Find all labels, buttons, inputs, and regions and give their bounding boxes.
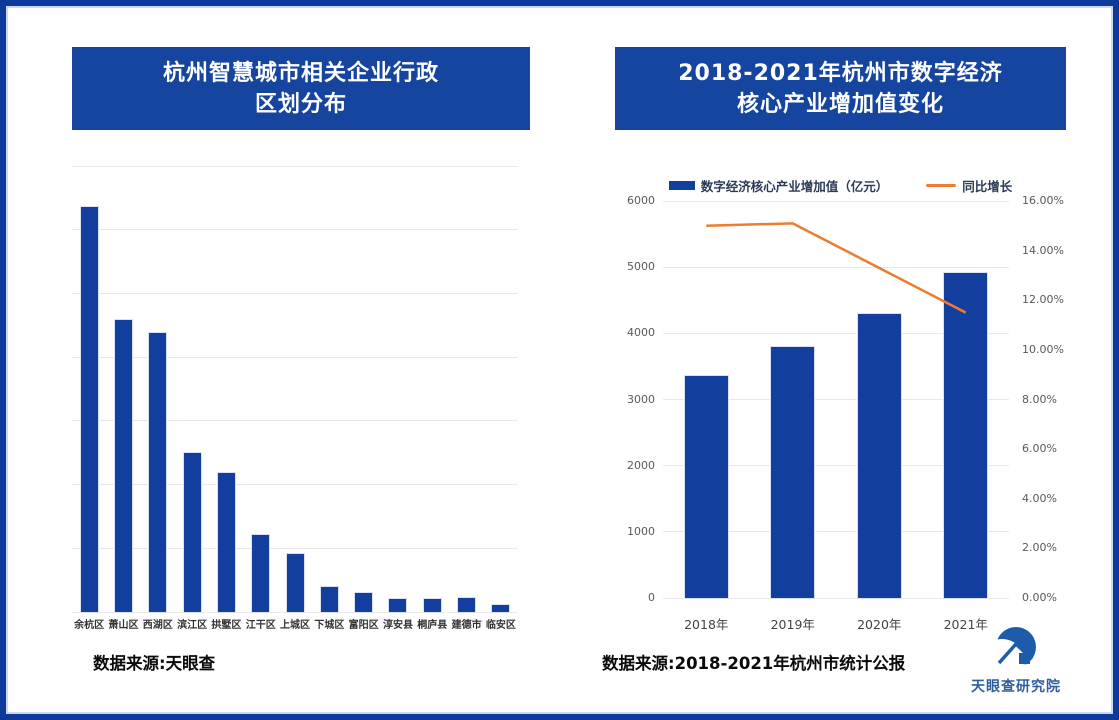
gridline [72, 420, 518, 422]
legend-item-line-series: 同比增长 [926, 176, 1012, 195]
gridline [663, 399, 1009, 400]
growth-line-series [706, 222, 967, 314]
digital-economy-combo-chart-plot [663, 200, 1009, 600]
right-chart-legend: 数字经济核心产业增加值（亿元） 同比增长 [615, 175, 1066, 195]
left-y-tick-label: 6000 [627, 194, 655, 207]
left-chart-title-line2: 区划分布 [254, 91, 347, 117]
right-y-tick-label: 8.00% [1022, 392, 1057, 406]
logo-text: 天眼查研究院 [971, 679, 1061, 695]
left-y-tick-label: 4000 [627, 326, 655, 340]
right-y-tick-label: 2.00% [1022, 541, 1057, 555]
right-chart-title-line1: 2018-2021年杭州市数字经济 [678, 60, 1003, 86]
left-chart-title-line1: 杭州智慧城市相关企业行政 [162, 60, 439, 86]
bar-series-swatch-icon [668, 180, 695, 190]
bar-滨江区 [182, 451, 202, 614]
left-source-text: 数据来源:天眼查 [93, 654, 216, 673]
gridline [72, 547, 518, 549]
poster-content: 杭州智慧城市相关企业行政 区划分布 余杭区 萧山区 西湖区 滨江区 拱墅区 江干区 上城区下… [6, 6, 1113, 714]
x-tick-label: 滨江区 [177, 620, 208, 631]
left-y-tick-label: 2000 [627, 458, 655, 472]
x-tick-label: 下城区 [314, 620, 345, 631]
legend-item-bar-series: 数字经济核心产业增加值（亿元） [668, 176, 889, 195]
x-tick-label: 江干区 [245, 620, 276, 631]
left-y-tick-label: 3000 [627, 392, 655, 406]
bar-西湖区 [148, 331, 168, 614]
x-tick-label: 余杭区 [74, 620, 105, 631]
x-tick-label: 2021年 [943, 617, 988, 632]
right-chart-title-line2: 核心产业增加值变化 [736, 91, 944, 117]
right-y-tick-label: 14.00% [1022, 243, 1064, 257]
bar-下城区 [319, 586, 339, 613]
x-tick-label: 桐庐县 [417, 620, 448, 631]
x-tick-label: 富阳区 [348, 620, 379, 631]
bar-拱墅区 [216, 472, 236, 613]
x-tick-label: 拱墅区 [211, 620, 242, 631]
bar-2020年 [856, 313, 902, 599]
gridline [72, 356, 518, 358]
right-source-text: 数据来源:2018-2021年杭州市统计公报 [602, 654, 906, 673]
bar-江干区 [251, 533, 271, 614]
x-tick-label: 西湖区 [142, 620, 173, 631]
bar-萧山区 [113, 319, 133, 613]
right-y-tick-label: 12.00% [1022, 293, 1064, 307]
bar-余杭区 [79, 205, 99, 614]
district-x-axis-labels: 余杭区 萧山区 西湖区 滨江区 拱墅区 江干区 上城区 下城区 富阳区 淳安县 桐庐县 建德市 临安区 [72, 616, 518, 631]
gridline [72, 484, 518, 486]
left-y-tick-label: 0 [648, 591, 655, 604]
right-chart-left-axis: 6000 5000 4000 3000 2000 1000 0 [589, 194, 655, 604]
tianyancha-logo-icon [989, 627, 1036, 673]
right-y-tick-label: 6.00% [1022, 442, 1057, 456]
gridline [72, 611, 518, 613]
x-tick-label: 2019年 [770, 617, 815, 632]
gridline [663, 200, 1009, 202]
gridline [72, 165, 518, 167]
right-y-tick-label: 16.00% [1022, 194, 1064, 207]
gridline [663, 531, 1009, 533]
right-chart-right-axis: 16.00% 14.00% 12.00% 10.00% 8.00% 6.00% 4.00% 2… [1022, 194, 1092, 604]
right-chart-title-banner: 2018-2021年杭州市数字经济 核心产业增加值变化 [615, 47, 1066, 130]
bar-series-label: 数字经济核心产业增加值（亿元） [700, 178, 889, 194]
line-series-swatch-icon [926, 183, 957, 187]
x-tick-label: 2020年 [857, 617, 902, 632]
bar-建德市 [457, 596, 477, 614]
x-tick-label: 临安区 [485, 620, 516, 631]
bar-上城区 [285, 553, 305, 613]
bar-2019年 [770, 345, 816, 600]
bar-富阳区 [354, 591, 374, 614]
left-y-tick-label: 5000 [627, 260, 655, 274]
bar-2021年 [943, 272, 989, 599]
district-bar-chart-plot [72, 165, 518, 614]
gridline [72, 229, 518, 231]
line-series-label: 同比增长 [962, 178, 1013, 194]
x-tick-label: 萧山区 [108, 620, 139, 631]
gridline [663, 266, 1009, 268]
left-y-tick-label: 1000 [627, 524, 655, 538]
bar-淳安县 [388, 598, 408, 613]
growth-line-path [706, 222, 967, 314]
right-y-tick-label: 4.00% [1022, 491, 1057, 505]
x-tick-label: 建德市 [451, 620, 482, 631]
gridline [663, 465, 1009, 467]
right-y-tick-label: 10.00% [1022, 342, 1064, 356]
bar-临安区 [491, 604, 511, 613]
bar-2018年 [683, 374, 729, 600]
tianyancha-research-logo: 天眼查研究院 [951, 626, 1081, 696]
gridline [663, 332, 1009, 334]
gridline [72, 292, 518, 294]
x-tick-label: 淳安县 [382, 620, 413, 631]
bar-桐庐县 [422, 598, 442, 613]
x-tick-label: 上城区 [280, 620, 311, 631]
year-x-axis-labels: 2018年 2019年 2020年 2021年 [663, 614, 1009, 633]
x-tick-label: 2018年 [684, 617, 729, 632]
gridline [663, 597, 1009, 599]
right-y-tick-label: 0.00% [1022, 591, 1057, 604]
left-chart-title-banner: 杭州智慧城市相关企业行政 区划分布 [72, 47, 530, 130]
